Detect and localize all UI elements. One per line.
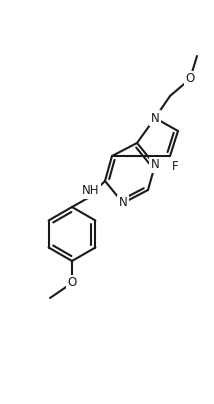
Text: O: O [185, 72, 195, 86]
Text: F: F [172, 160, 178, 173]
Text: N: N [151, 112, 159, 124]
Text: N: N [119, 196, 127, 210]
Text: N: N [151, 158, 159, 172]
Text: NH: NH [82, 185, 100, 198]
Text: O: O [67, 276, 77, 290]
